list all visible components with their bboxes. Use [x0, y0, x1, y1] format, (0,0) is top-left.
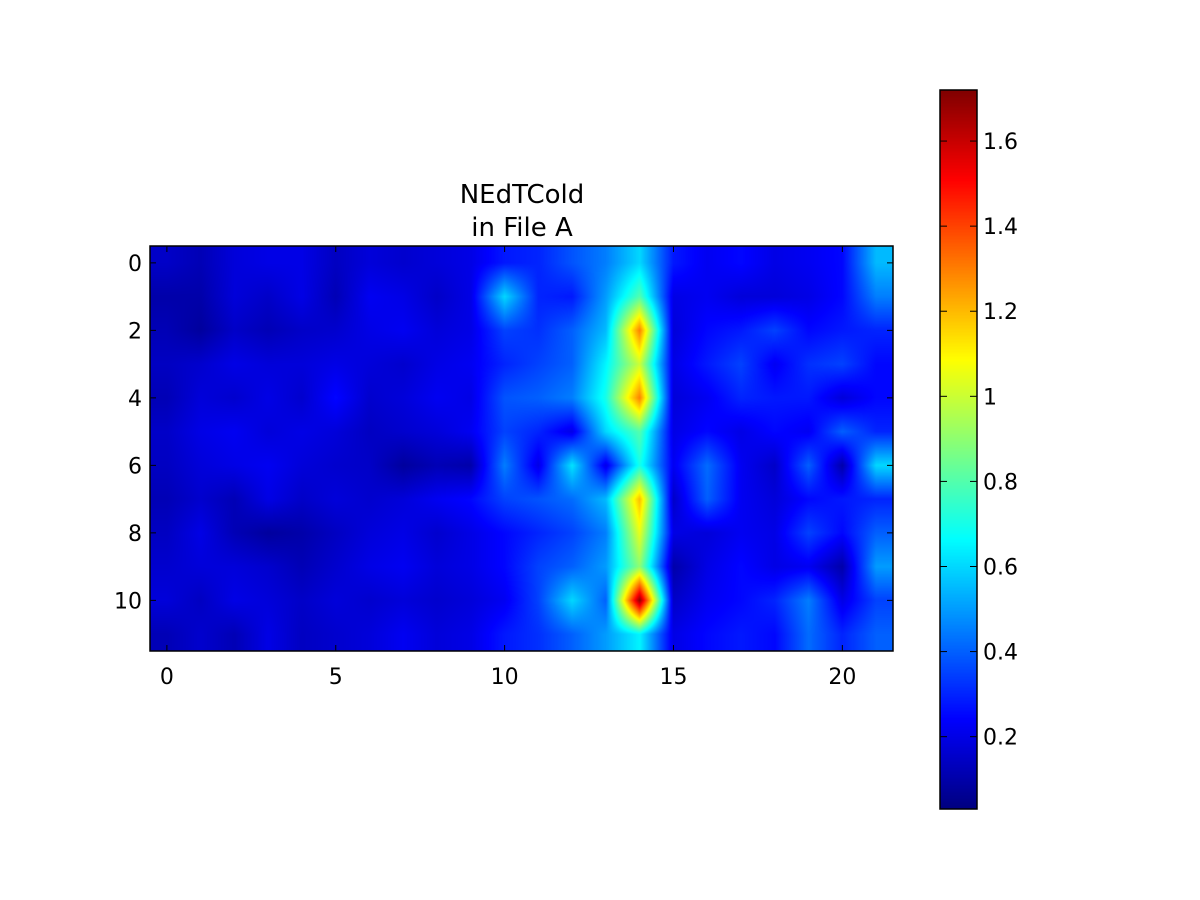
colorbar-tick-label: 1.6	[983, 130, 1018, 155]
y-axis: 0 2 4 6 8 10	[114, 252, 893, 614]
colorbar-axis: 0.2 0.4 0.6 0.8 1 1.2 1.4 1.6	[940, 130, 1018, 751]
x-tick-label: 20	[828, 665, 856, 690]
colorbar-tick-label: 0.6	[983, 555, 1018, 580]
colorbar-tick-label: 0.2	[983, 726, 1018, 751]
y-tick-label: 10	[114, 589, 142, 614]
y-tick-label: 8	[128, 522, 142, 547]
y-tick-label: 6	[128, 454, 142, 479]
y-tick-label: 4	[128, 387, 142, 412]
chart-title-line-2: in File A	[471, 213, 573, 243]
x-axis: 0 5 10 15 20	[160, 246, 856, 690]
chart-title-line-1: NEdTCold	[460, 180, 585, 210]
colorbar-tick-label: 1	[983, 385, 997, 410]
colorbar-gradient	[940, 90, 977, 809]
x-tick-label: 10	[491, 665, 519, 690]
x-tick-label: 0	[160, 665, 174, 690]
y-tick-label: 0	[128, 252, 142, 277]
colorbar-tick-label: 1.2	[983, 300, 1018, 325]
colorbar-frame	[939, 89, 978, 810]
y-tick-label: 2	[128, 319, 142, 344]
colorbar-tick-label: 0.4	[983, 641, 1018, 666]
plot-frame	[149, 245, 894, 652]
x-tick-label: 15	[659, 665, 687, 690]
colorbar-tick-label: 0.8	[983, 470, 1018, 495]
x-tick-label: 5	[329, 665, 343, 690]
heatmap-image	[150, 246, 893, 651]
colorbar-tick-label: 1.4	[983, 215, 1018, 240]
